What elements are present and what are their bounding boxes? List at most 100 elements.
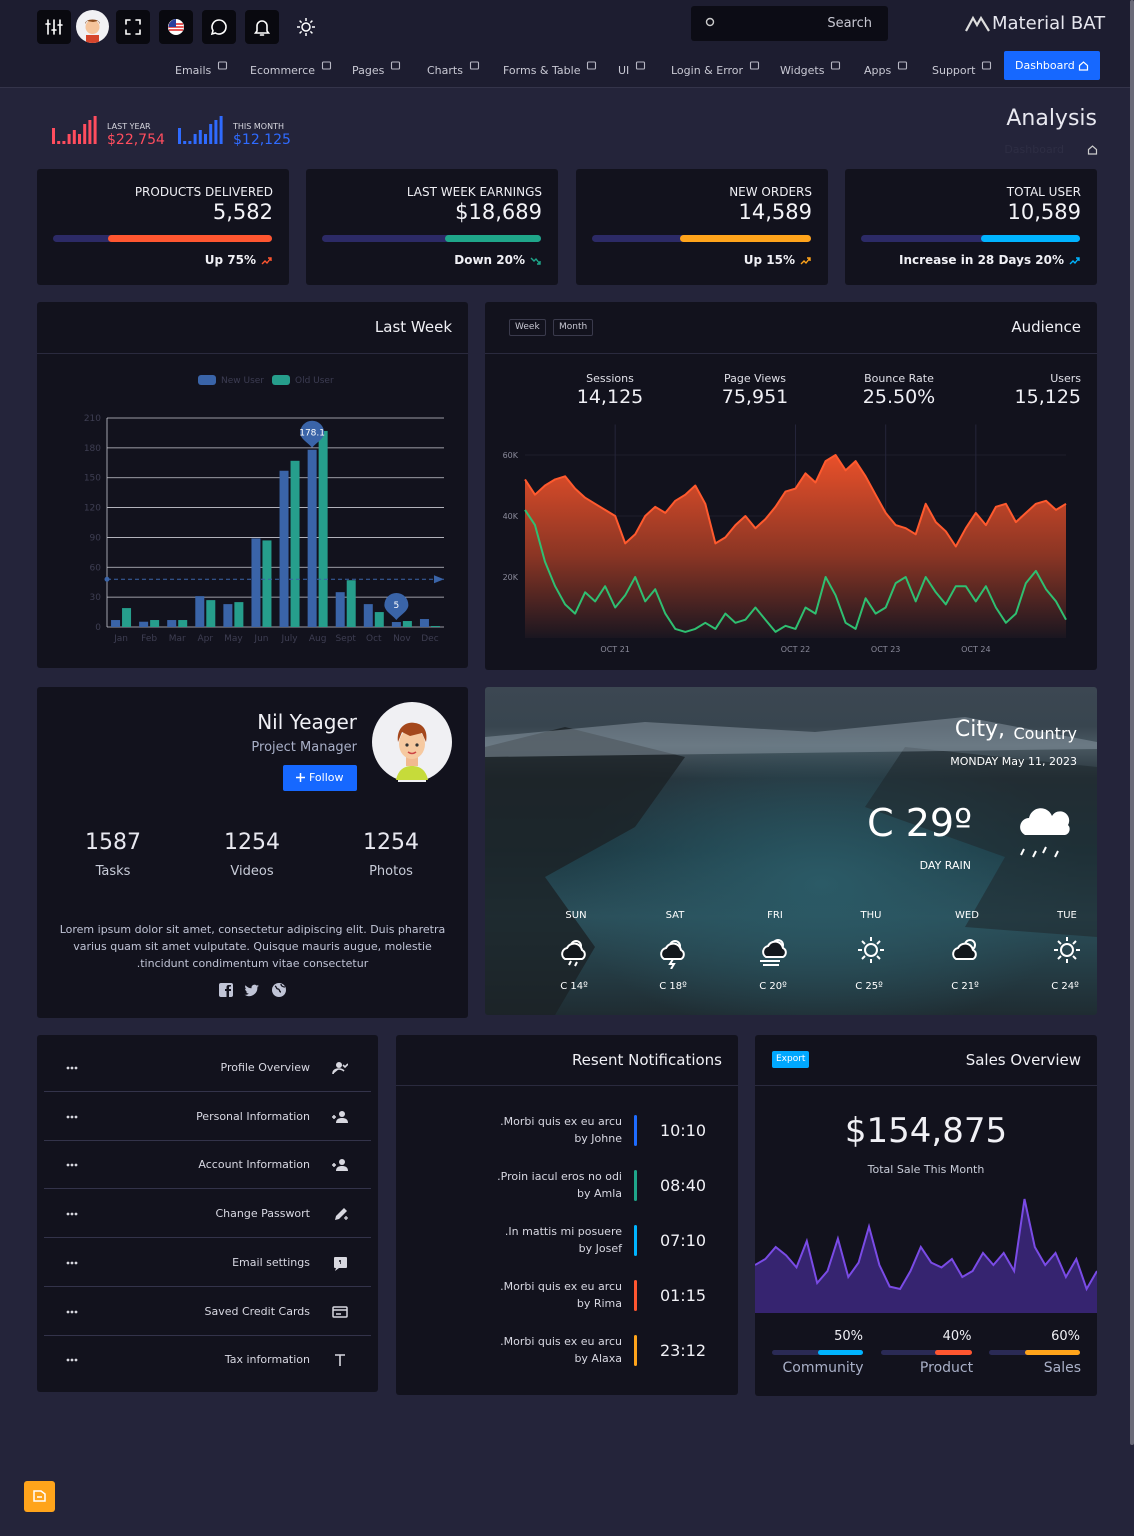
profile-role: Project Manager [251,740,357,755]
marker-pin [384,593,409,621]
settings-item[interactable]: Account Information [44,1141,371,1190]
bar [402,621,412,627]
icon-part [70,1261,74,1265]
nav-item[interactable]: Widgets [780,59,841,77]
icon-part [1078,61,1089,71]
brand-logo [965,15,990,32]
export-button[interactable]: Export [772,1051,810,1068]
icon [210,19,227,36]
day-temp: C 24º [1051,981,1079,992]
icon-part [66,1310,70,1313]
nav-item[interactable]: Emails [175,59,228,77]
icon-part [568,960,578,967]
tab[interactable]: Month [553,319,594,336]
icon-button[interactable] [159,10,193,44]
tab[interactable]: Week [509,319,546,336]
icon-part [864,943,878,957]
icon-part [85,19,100,24]
bar [318,430,328,627]
progress-fill [817,1350,863,1355]
metric-label: Users [1050,372,1081,385]
icon-part [66,1261,70,1265]
settings-item[interactable]: Saved Credit Cards [44,1288,371,1336]
nav-item[interactable]: Apps [864,59,908,77]
header-avatar[interactable] [76,10,109,43]
nav-item[interactable]: Login & Error [671,59,760,77]
progress-fill [1025,1350,1080,1355]
stat-value: 5,582 [212,200,273,224]
icon-part [1087,145,1098,155]
icon-part [762,940,787,958]
nav-item[interactable]: Charts [427,59,480,77]
nav-item[interactable]: UI [618,59,646,77]
nav-label: Widgets [780,64,825,77]
icon-part [336,1062,342,1068]
dashboard-label: Dashboard [1015,59,1075,72]
settings-icon [335,1354,345,1367]
settings-item[interactable]: Email settings [44,1239,371,1287]
nav-item[interactable]: Ecommerce [250,59,332,77]
icon-part [339,1259,341,1264]
settings-item[interactable]: Profile Overview [44,1044,371,1092]
stat-title: NEW ORDERS [729,185,812,199]
icon-part [296,773,305,782]
follow-label: Follow [309,771,344,784]
sparkbar [219,116,223,144]
progress-fill [444,235,541,242]
nav-item[interactable]: Support [932,59,992,77]
progress-track [880,1350,972,1355]
nav-item[interactable]: Forms & Table [503,59,597,77]
trend-icon [261,257,272,265]
dashboard-button[interactable]: Dashboard [1004,51,1100,80]
area-line [524,509,1067,633]
progress-label: 50% [834,1329,863,1344]
scrollbar [1130,0,1134,1445]
bar [346,580,356,627]
bar [139,621,149,627]
stat-title: LAST WEEK EARNINGS [406,185,542,199]
settings-item[interactable]: Tax information [44,1336,371,1384]
summary-value: $22,754 [107,132,165,148]
sparkbar [183,141,187,144]
floating-button[interactable] [24,1481,55,1512]
day-name: WED [955,910,979,921]
brand: Material BAT [992,13,1106,34]
icon-button[interactable] [202,10,236,44]
breadcrumb[interactable]: Dashboard [1004,143,1064,156]
profile-stat-label: Photos [369,864,413,879]
icon-part [333,1308,347,1315]
icon-part [70,1212,74,1216]
icon [253,20,271,36]
icon-part [760,960,780,966]
icon [168,19,184,35]
search-box[interactable]: Search [691,6,888,41]
bar [111,620,121,627]
icon-part [831,61,841,70]
settings-label: Personal Information [196,1109,310,1123]
summary-sparkbars [52,116,97,144]
card-divider [755,1085,1097,1086]
icon-part [530,257,541,265]
icon-button[interactable] [37,10,71,44]
icon-part [1054,937,1080,963]
bar [391,622,401,627]
bar [167,620,177,627]
nav-icon [982,61,992,70]
nav-label: Emails [175,64,212,77]
settings-item[interactable]: Change Passwort [44,1190,371,1239]
icon-button[interactable] [116,10,150,44]
settings-item[interactable]: Personal Information [44,1093,371,1141]
icon-part [70,1163,74,1167]
nav-icon [636,61,646,70]
nav-item[interactable]: Pages [352,59,401,77]
follow-button[interactable]: Follow [283,765,357,791]
icon-part [70,1066,74,1070]
settings-label: Email settings [232,1255,310,1269]
notification-text: .Proin iacul eros no odi [497,1170,622,1183]
profile-stat-label: Tasks [95,864,131,879]
theme-toggle [297,18,315,36]
legend-label: New User [221,376,264,386]
icon-button[interactable] [245,10,279,44]
bar [223,604,233,627]
x-tick-label: OCT 23 [871,645,901,654]
